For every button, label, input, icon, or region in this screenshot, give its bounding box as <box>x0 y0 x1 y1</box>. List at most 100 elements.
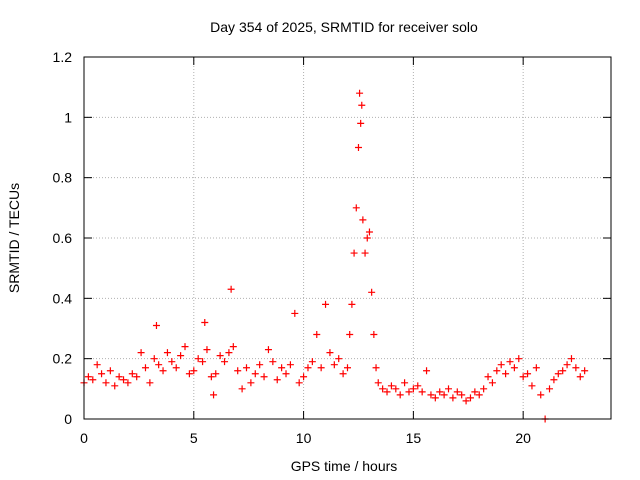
data-point <box>379 385 387 393</box>
data-point <box>282 370 290 378</box>
data-point <box>313 331 321 339</box>
x-tick-label: 10 <box>296 430 312 446</box>
y-tick-label: 0.6 <box>53 230 73 246</box>
data-point <box>291 309 299 317</box>
data-point <box>423 367 431 375</box>
data-point <box>190 367 198 375</box>
data-point <box>216 352 224 360</box>
data-point <box>115 373 123 381</box>
data-point <box>524 370 532 378</box>
data-point <box>493 367 501 375</box>
data-point <box>488 379 496 387</box>
data-point <box>155 361 163 369</box>
data-point <box>89 376 97 384</box>
data-point <box>229 343 237 351</box>
data-point <box>401 379 409 387</box>
data-point <box>106 367 114 375</box>
data-point <box>203 346 211 354</box>
data-point <box>194 355 202 363</box>
data-point <box>563 361 571 369</box>
data-point <box>322 300 330 308</box>
data-point <box>137 349 145 357</box>
data-point <box>264 346 272 354</box>
data-point <box>346 331 354 339</box>
data-point <box>335 355 343 363</box>
x-axis-label: GPS time / hours <box>291 458 398 474</box>
data-point <box>163 349 171 357</box>
data-point <box>546 385 554 393</box>
data-point <box>458 391 466 399</box>
data-point <box>475 391 483 399</box>
x-tick-label: 0 <box>80 430 88 446</box>
data-point <box>358 101 366 109</box>
data-point <box>181 343 189 351</box>
data-point <box>502 370 510 378</box>
data-point <box>445 385 453 393</box>
data-point <box>427 391 435 399</box>
data-point <box>466 394 474 402</box>
data-point <box>207 373 215 381</box>
data-point <box>168 358 176 366</box>
data-point <box>256 361 264 369</box>
data-point <box>567 355 575 363</box>
data-point <box>98 370 106 378</box>
data-point <box>350 249 358 257</box>
data-point <box>172 364 180 372</box>
data-point <box>300 373 308 381</box>
data-point <box>372 364 380 372</box>
data-point <box>356 89 364 97</box>
data-point <box>576 373 584 381</box>
data-point <box>405 388 413 396</box>
data-point <box>348 300 356 308</box>
data-point <box>510 364 518 372</box>
data-point <box>462 397 470 405</box>
data-point <box>330 361 338 369</box>
data-point <box>480 385 488 393</box>
data-point <box>550 376 558 384</box>
data-point <box>453 388 461 396</box>
y-axis-label: SRMTID / TECUs <box>6 183 22 293</box>
data-point <box>225 349 233 357</box>
data-point <box>436 388 444 396</box>
data-point <box>326 349 334 357</box>
y-tick-label: 0.8 <box>53 170 73 186</box>
data-point <box>251 370 259 378</box>
data-point <box>370 331 378 339</box>
x-tick-label: 20 <box>515 430 531 446</box>
data-point <box>414 382 422 390</box>
data-point <box>227 285 235 293</box>
data-point <box>238 385 246 393</box>
data-point <box>387 382 395 390</box>
data-point <box>440 391 448 399</box>
data-point <box>365 228 373 236</box>
data-point <box>304 364 312 372</box>
data-point <box>392 385 400 393</box>
data-point <box>185 370 193 378</box>
data-point <box>519 373 527 381</box>
gridlines <box>84 57 611 419</box>
data-point <box>344 364 351 372</box>
data-point <box>210 391 218 399</box>
data-point <box>515 355 523 363</box>
data-point <box>532 364 540 372</box>
data-point <box>506 358 514 366</box>
data-point <box>497 361 505 369</box>
y-tick-label: 1 <box>64 109 72 125</box>
x-tick-label: 5 <box>190 430 198 446</box>
data-point <box>308 358 316 366</box>
data-point <box>537 391 545 399</box>
data-point <box>84 373 92 381</box>
data-point <box>111 382 119 390</box>
data-point <box>352 204 360 212</box>
data-point <box>361 249 369 257</box>
data-point <box>273 376 281 384</box>
data-point <box>449 394 457 402</box>
data-point <box>269 358 277 366</box>
y-tick-label: 1.2 <box>53 49 73 65</box>
data-point <box>242 364 250 372</box>
data-point <box>363 234 371 242</box>
data-point <box>234 367 242 375</box>
data-point <box>221 358 229 366</box>
chart-title: Day 354 of 2025, SRMTID for receiver sol… <box>210 19 478 35</box>
